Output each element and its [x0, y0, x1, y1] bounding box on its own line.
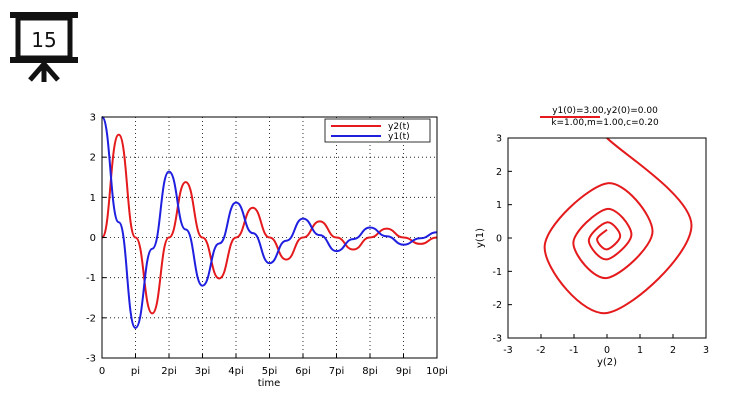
x-tick-label: 7pi — [329, 366, 345, 377]
x-tick-label: 3pi — [195, 366, 211, 377]
phase-y-tick-label: -1 — [493, 267, 502, 278]
board-top-bar — [10, 12, 78, 18]
y-tick-label: 2 — [90, 153, 96, 164]
x-tick-label: 10pi — [426, 366, 448, 377]
phase-y-tick-label: 0 — [496, 234, 502, 245]
phase-x-tick-label: 3 — [703, 345, 709, 356]
phase-x-tick-label: -3 — [503, 345, 512, 356]
phase-y-tick-label: -2 — [493, 300, 502, 311]
x-tick-label: 6pi — [295, 366, 311, 377]
phase-y-tick-label: 3 — [496, 134, 502, 145]
time-chart-legend: y2(t) y1(t) — [324, 118, 431, 143]
series-line-y2 — [101, 133, 438, 315]
presentation-board-icon: 15 — [10, 12, 78, 82]
phase-y-axis-label: y(1) — [475, 228, 486, 248]
x-tick-label: pi — [131, 366, 140, 377]
x-tick-label: 8pi — [362, 366, 378, 377]
y-tick-label: -3 — [86, 354, 96, 365]
phase-y-tick-label: 1 — [496, 200, 502, 211]
phase-x-tick-label: -1 — [569, 345, 578, 356]
phase-x-tick-label: 1 — [637, 345, 643, 356]
legend-label-y2: y2(t) — [388, 122, 410, 132]
time-axis-label: time — [258, 378, 281, 389]
x-tick-label: 4pi — [228, 366, 244, 377]
phase-y-tick-label: 2 — [496, 167, 502, 178]
phase-chart-title: y1(0)=3.00,y2(0)=0.00 — [552, 106, 658, 116]
x-tick-label: 9pi — [396, 366, 412, 377]
phase-spiral-line — [543, 137, 693, 315]
legend-label-y1: y1(t) — [388, 132, 410, 142]
board-bottom-bar — [10, 57, 78, 63]
board-leg-left — [28, 62, 46, 82]
phase-chart-frame — [507, 137, 707, 339]
phase-x-tick-label: -2 — [536, 345, 545, 356]
series-line-y1 — [101, 116, 438, 329]
slide-number: 15 — [31, 28, 56, 52]
time-chart-ticks: 0 pi 2pi 3pi 4pi 5pi 6pi 7pi 8pi 9pi 10pi 3 2 1 0 -1 -2 -… — [86, 113, 448, 378]
y-tick-label: -1 — [86, 273, 96, 284]
x-tick-label: 5pi — [262, 366, 278, 377]
board-leg-right — [42, 62, 60, 82]
phase-x-axis-label: y(2) — [597, 357, 617, 368]
phase-chart-subtitle: k=1.00,m=1.00,c=0.20 — [551, 118, 659, 128]
y-tick-label: -2 — [86, 313, 96, 324]
phase-x-tick-label: 2 — [670, 345, 676, 356]
phase-chart-ticks: -3 -2 -1 0 1 2 3 3 2 1 0 -1 -2 -3 — [493, 134, 710, 357]
y-tick-label: 1 — [90, 193, 96, 204]
phase-chart-series — [543, 137, 693, 315]
time-chart-series — [101, 116, 438, 329]
y-tick-label: 3 — [90, 113, 96, 124]
x-tick-label: 2pi — [161, 366, 177, 377]
phase-y-tick-label: -3 — [493, 334, 502, 345]
y-tick-label: 0 — [90, 233, 96, 244]
x-tick-label: 0 — [99, 366, 105, 377]
phase-x-tick-label: 0 — [604, 345, 610, 356]
